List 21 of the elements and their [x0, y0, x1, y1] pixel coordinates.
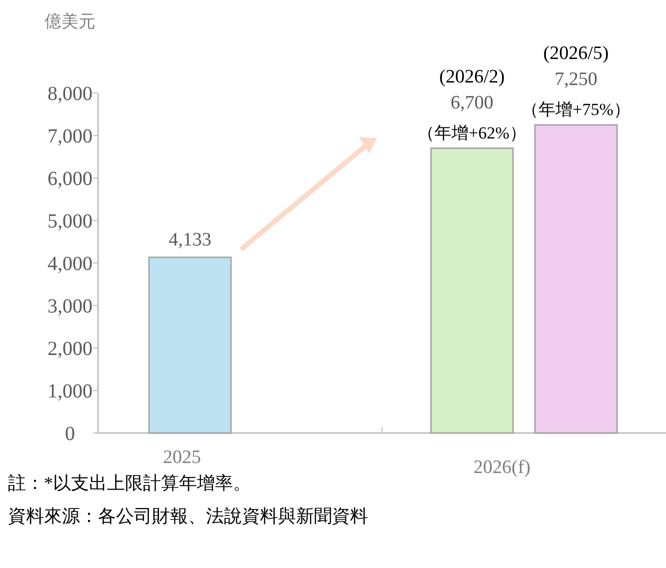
text: 註：*以支出上限計算年增率。: [8, 473, 251, 493]
annotation: （年增+75%）: [522, 100, 630, 119]
y-tick-label: 7,000: [48, 126, 92, 148]
data-label: 6,700: [450, 92, 494, 114]
y-tick-label: 1,000: [48, 380, 92, 402]
source-note: 資料來源：各公司財報、法說資料與新聞資料: [8, 506, 368, 526]
y-tick-label: 2,000: [48, 338, 92, 360]
y-tick-label: 3,000: [48, 296, 92, 318]
x-tick-label: 2025: [163, 447, 201, 468]
y-tick-label: 0: [65, 423, 75, 445]
y-tick-label: 8,000: [48, 83, 92, 105]
data-label: 4,133: [168, 229, 212, 250]
y-tick-label: 5,000: [48, 210, 92, 232]
data-label: 7,250: [554, 68, 598, 90]
y-tick-label: 6,000: [48, 168, 92, 190]
text: (2026/2): [439, 66, 505, 88]
annotation: （年增+62%）: [418, 123, 526, 142]
y-tick-label: 4,000: [48, 253, 92, 275]
y-axis-title: 億美元: [44, 12, 96, 31]
text: (2026/5): [543, 42, 609, 64]
x-tick-label: 2026(f): [474, 457, 530, 478]
